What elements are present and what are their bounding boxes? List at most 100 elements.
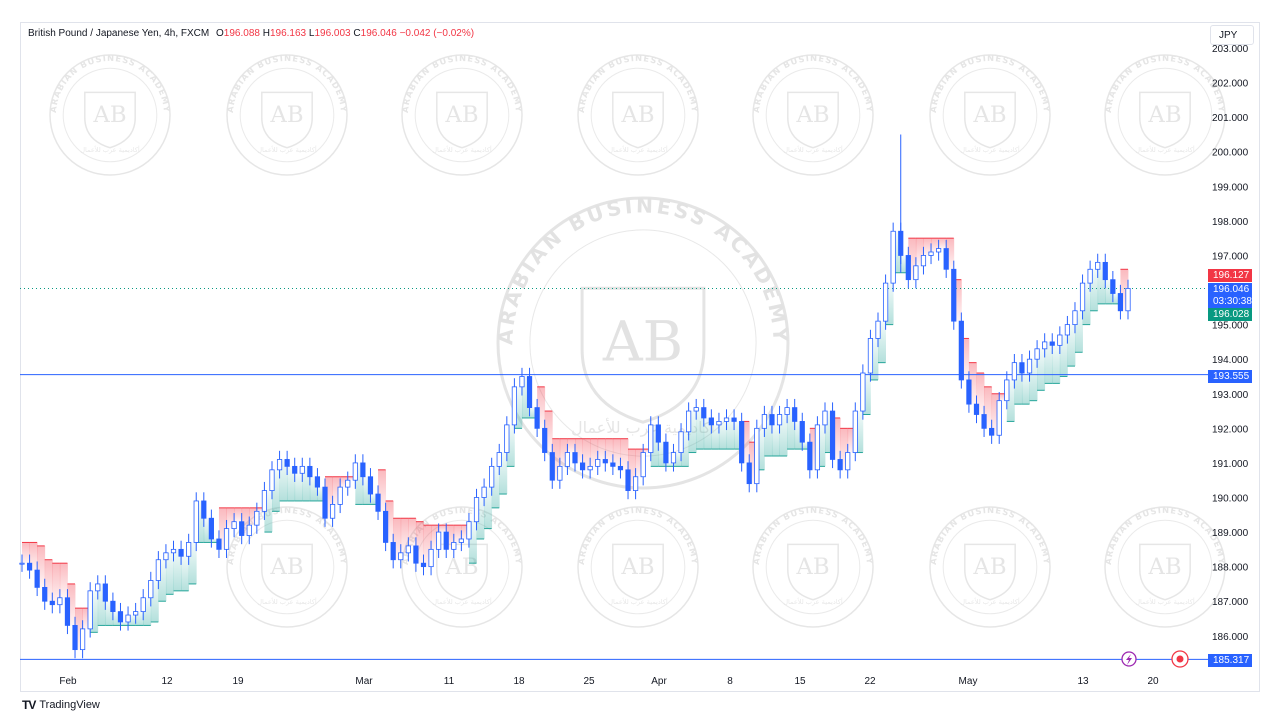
cloud-segment bbox=[893, 231, 902, 273]
y-tick-label: 197.000 bbox=[1212, 251, 1249, 262]
candle-body bbox=[875, 320, 881, 339]
cloud-segment bbox=[855, 411, 864, 453]
candle-body bbox=[640, 452, 646, 478]
chart-frame[interactable] bbox=[20, 22, 1260, 692]
y-tick-label: 195.000 bbox=[1212, 321, 1249, 332]
cloud-segment bbox=[840, 428, 849, 470]
candle-body bbox=[769, 414, 775, 426]
cloud-segment bbox=[961, 338, 970, 380]
cloud-segment bbox=[67, 583, 76, 626]
price-axis[interactable]: 186.000 187.000 188.000 189.000 190.000 191.0… bbox=[1212, 44, 1249, 643]
cloud-segment bbox=[718, 421, 727, 450]
watermark-arabic: أكاديمية عرب للأعمال bbox=[783, 597, 843, 606]
candle-body bbox=[133, 611, 139, 616]
cloud-segment bbox=[105, 601, 114, 626]
cloud-segment bbox=[635, 449, 644, 477]
footer-brand[interactable]: TV TradingView bbox=[22, 698, 100, 712]
lightning-icon[interactable] bbox=[1121, 651, 1137, 667]
watermark-arabic: أكاديمية عرب للأعمال bbox=[608, 145, 668, 154]
cloud-segment bbox=[673, 452, 682, 467]
cloud-segment bbox=[862, 373, 871, 415]
cloud-segment bbox=[946, 238, 955, 270]
cloud-segment bbox=[514, 386, 523, 429]
candle-body bbox=[829, 410, 836, 460]
candle-body bbox=[602, 459, 608, 464]
indicator-clouds bbox=[22, 231, 1129, 650]
y-tick-label: 194.000 bbox=[1212, 355, 1249, 366]
time-axis[interactable]: Feb 12 19 Mar 11 18 25 Apr 8 15 22 May 13 20 bbox=[59, 676, 1159, 687]
cloud-segment bbox=[734, 421, 743, 450]
cloud-segment bbox=[196, 500, 205, 543]
candle-body bbox=[792, 407, 798, 422]
candle-body bbox=[693, 407, 699, 412]
watermark-initials: AB bbox=[602, 309, 683, 373]
cloud-segment bbox=[908, 238, 917, 280]
cloud-segment bbox=[703, 417, 712, 450]
cloud-segment bbox=[446, 525, 455, 550]
candle-body bbox=[223, 528, 230, 550]
cloud-segment bbox=[870, 338, 879, 380]
x-tick-label: Feb bbox=[59, 676, 77, 687]
candle-body bbox=[739, 421, 745, 464]
candle-body bbox=[125, 614, 131, 623]
candle-body bbox=[284, 459, 290, 467]
cloud-segment bbox=[203, 518, 212, 543]
x-tick-label: 8 bbox=[727, 676, 733, 687]
x-tick-label: 25 bbox=[583, 676, 595, 687]
cloud-segment bbox=[1120, 269, 1129, 311]
cloud-segment bbox=[52, 563, 61, 605]
candle-body bbox=[731, 417, 737, 422]
candle-body bbox=[784, 407, 790, 415]
candle-body bbox=[34, 569, 40, 588]
candle-body bbox=[292, 465, 298, 474]
x-tick-label: 12 bbox=[161, 676, 173, 687]
cloud-segment bbox=[431, 525, 440, 550]
candle-body bbox=[595, 459, 601, 467]
y-tick-label: 198.000 bbox=[1212, 217, 1249, 228]
high-value: 196.163 bbox=[269, 28, 307, 39]
candle-body bbox=[511, 386, 517, 426]
candle-body bbox=[117, 611, 124, 623]
cloud-segment bbox=[1021, 373, 1030, 405]
cloud-segment bbox=[165, 552, 174, 595]
cloud-segment bbox=[461, 525, 470, 539]
symbol-legend[interactable]: British Pound / Japanese Yen, 4h, FXCM O… bbox=[28, 28, 474, 39]
cloud-segment bbox=[370, 494, 379, 505]
cloud-segment bbox=[529, 407, 538, 418]
candle-body bbox=[186, 542, 192, 557]
close-value: 196.046 bbox=[360, 28, 397, 39]
cloud-segment bbox=[150, 580, 159, 622]
candle-body bbox=[799, 421, 805, 443]
cloud-segment bbox=[885, 283, 894, 325]
cloud-segment bbox=[605, 438, 614, 463]
cloud-segment bbox=[234, 507, 243, 522]
cloud-segment bbox=[665, 462, 674, 467]
target-icon[interactable] bbox=[1171, 650, 1189, 668]
brand-name: TradingView bbox=[39, 699, 100, 711]
cloud-segment bbox=[953, 279, 962, 322]
cloud-segment bbox=[264, 490, 273, 533]
candle-body bbox=[322, 486, 328, 519]
candle-body bbox=[708, 417, 714, 426]
cloud-segment bbox=[211, 538, 220, 543]
candle-body bbox=[928, 251, 934, 256]
cloud-segment bbox=[984, 386, 993, 429]
watermark-initials: AB bbox=[620, 102, 654, 128]
candle-body bbox=[670, 452, 677, 464]
cloud-segment bbox=[241, 507, 250, 536]
cloud-segment bbox=[317, 487, 326, 501]
cloud-segment bbox=[779, 414, 788, 456]
cloud-segment bbox=[931, 238, 940, 252]
candle-body bbox=[337, 486, 343, 505]
candle-body bbox=[360, 462, 366, 478]
cloud-segment bbox=[658, 442, 667, 467]
cloud-segment bbox=[832, 417, 841, 460]
candle-body bbox=[807, 441, 813, 471]
currency-selector[interactable]: JPY bbox=[1210, 25, 1254, 45]
